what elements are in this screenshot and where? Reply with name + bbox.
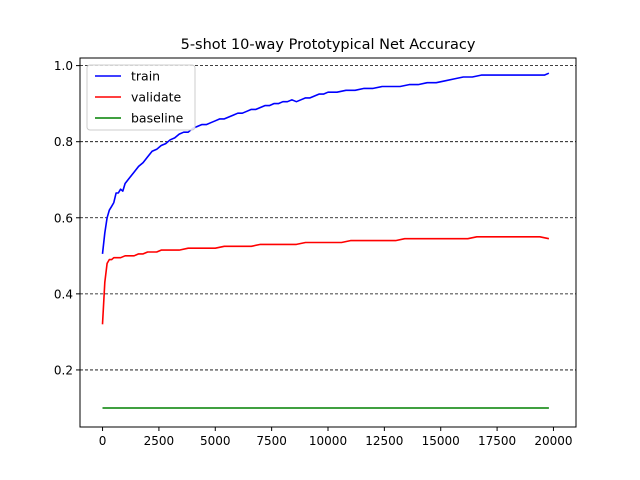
x-tick-label: 17500 [478, 434, 516, 448]
legend-label-validate: validate [131, 90, 181, 105]
x-tick-label: 15000 [422, 434, 460, 448]
series-line-train [101, 72, 550, 254]
legend-label-train: train [131, 69, 160, 84]
y-tick-label: 0.2 [54, 363, 73, 377]
y-tick-label: 0.6 [54, 211, 73, 225]
axis-ticks: 0.2 0.4 0.6 0.8 1.0 0 2500 5000 7500 10000 12500 15… [54, 59, 573, 448]
x-tick-label: 5000 [200, 434, 231, 448]
x-tick-label: 7500 [256, 434, 287, 448]
x-tick-label: 10000 [309, 434, 347, 448]
x-tick-label: 20000 [534, 434, 572, 448]
legend-box [86, 64, 196, 131]
x-tick-label: 12500 [365, 434, 403, 448]
chart-title: 5-shot 10-way Prototypical Net Accuracy [181, 37, 476, 53]
y-tick-label: 1.0 [54, 59, 73, 73]
legend-label-baseline: baseline [131, 111, 184, 126]
x-tick-label: 0 [99, 434, 107, 448]
y-tick-label: 0.4 [54, 287, 73, 301]
legend: train validate baseline [86, 64, 196, 131]
series-line-validate [101, 236, 550, 325]
series-lines [101, 72, 550, 409]
x-tick-label: 2500 [144, 434, 175, 448]
y-tick-label: 0.8 [54, 135, 73, 149]
